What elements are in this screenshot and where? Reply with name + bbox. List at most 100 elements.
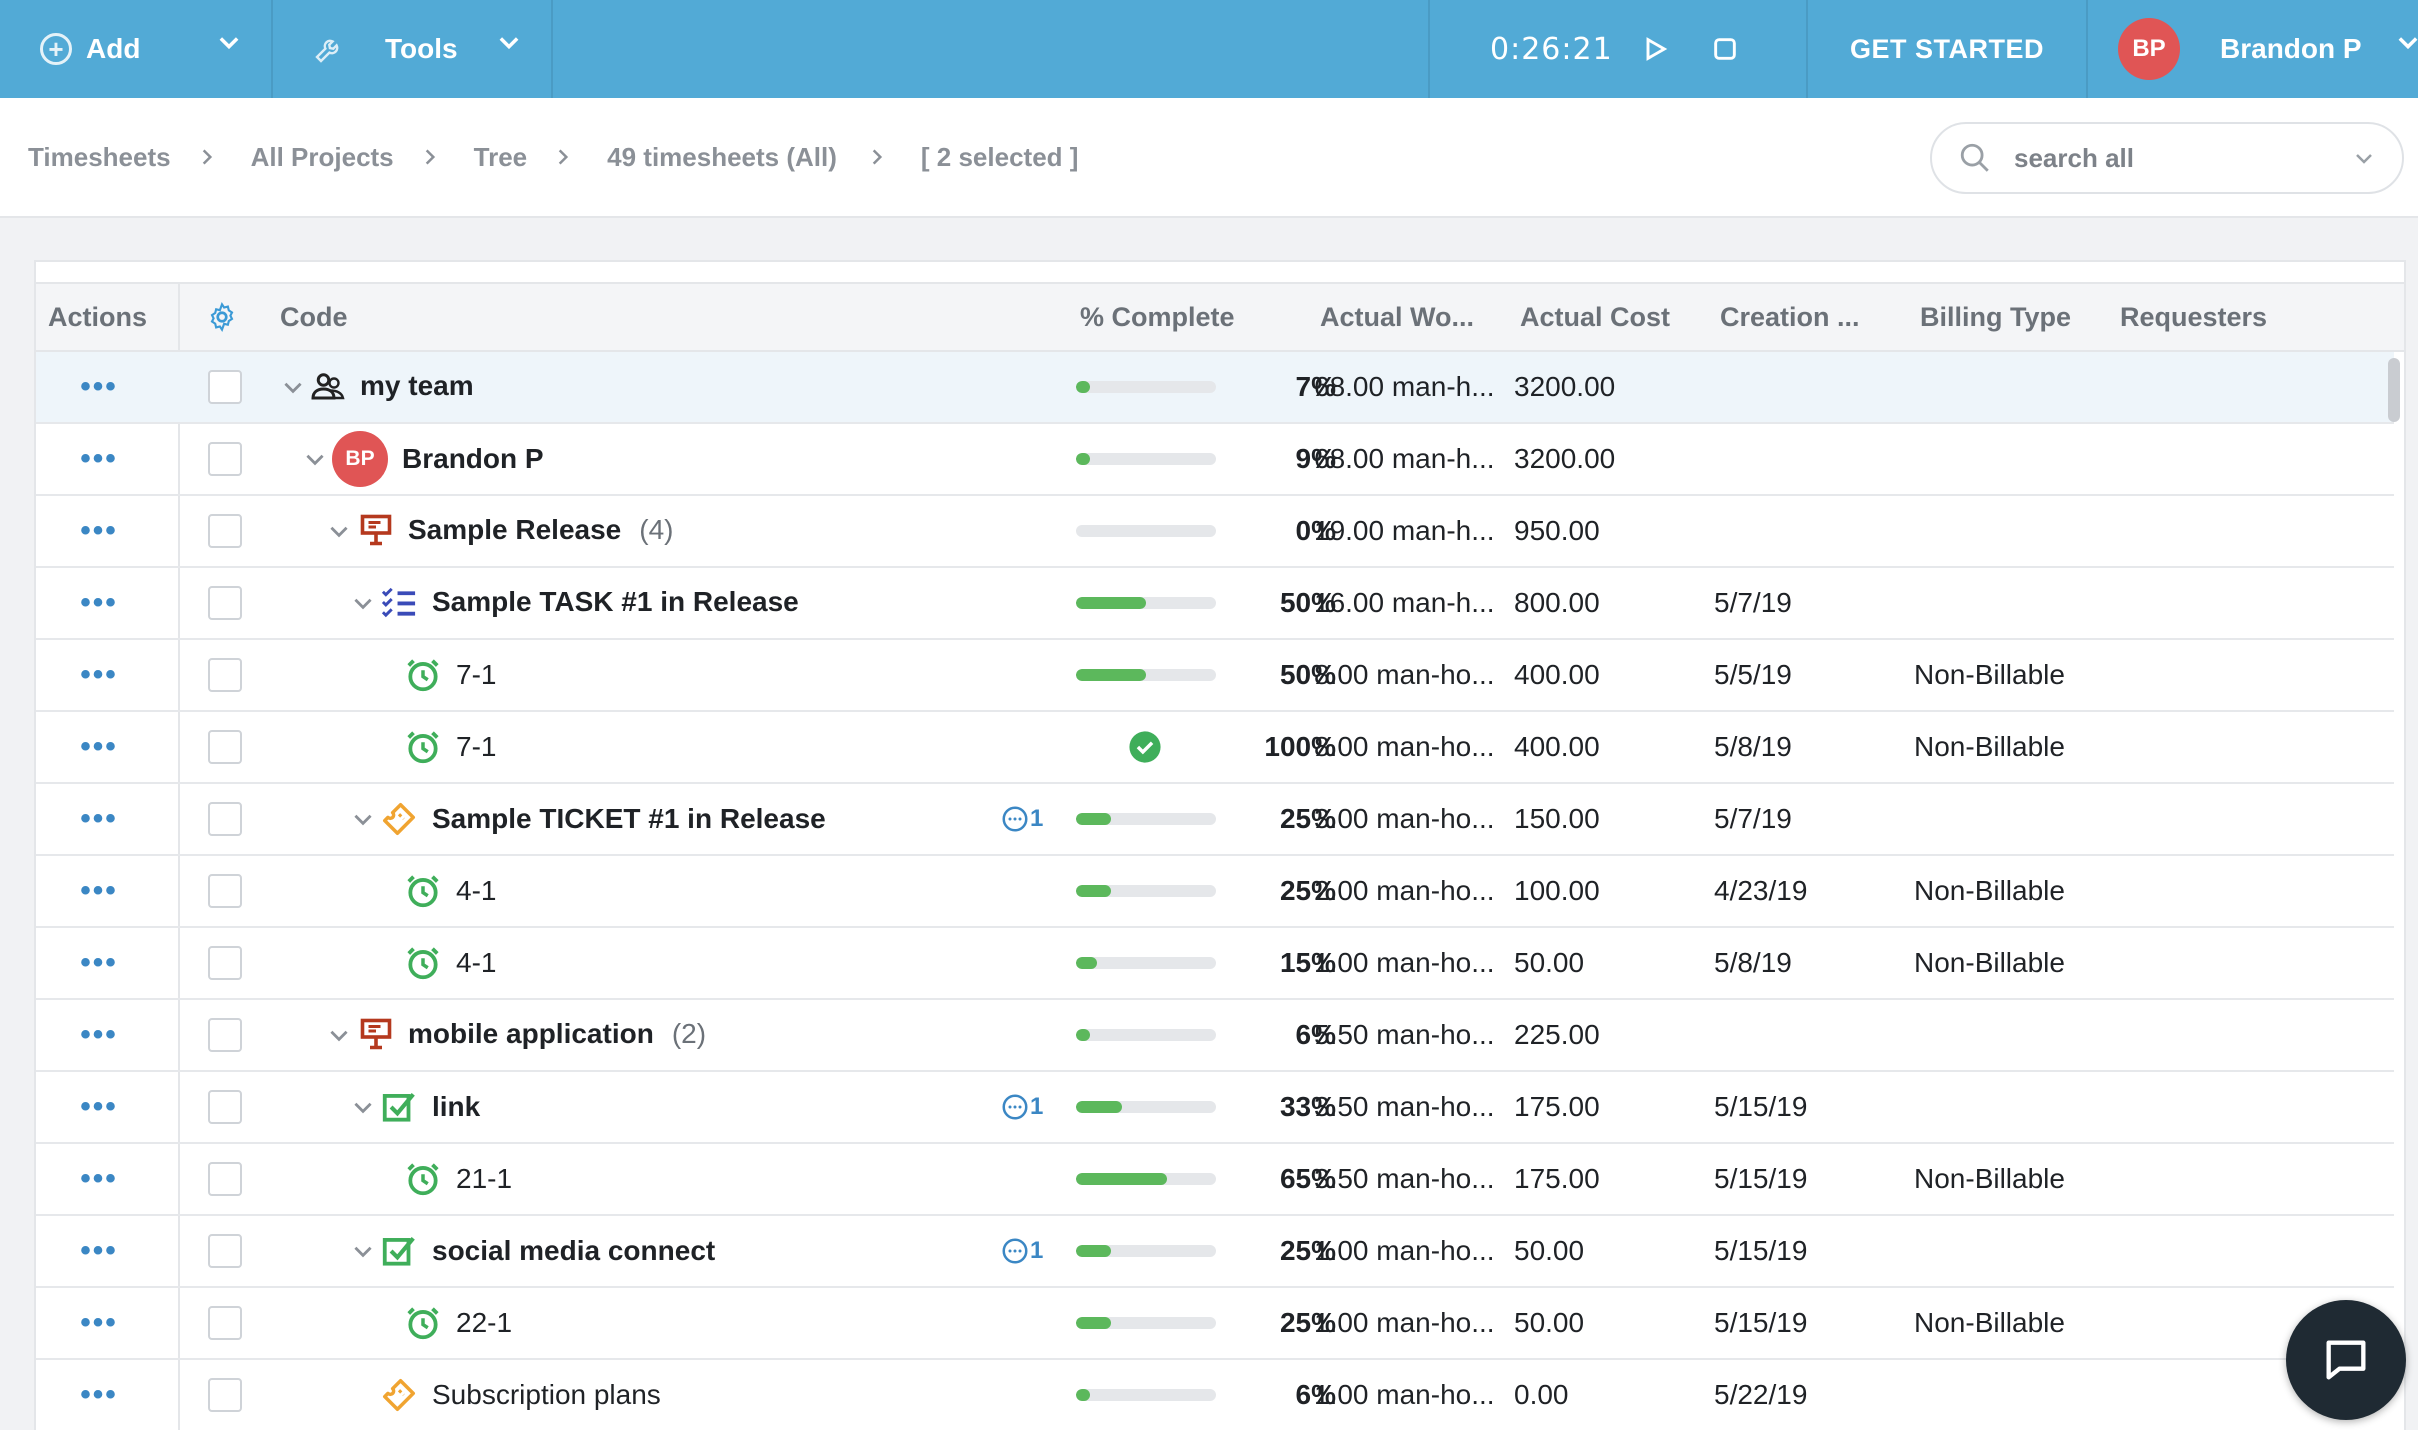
chevron-down-icon[interactable]	[350, 1238, 376, 1271]
row-name[interactable]: 4-1	[456, 875, 497, 906]
table-row[interactable]: ••• my team 7% 68.00 man-h... 3200.00	[36, 352, 2394, 424]
row-actions-button[interactable]: •••	[80, 1234, 118, 1267]
row-checkbox[interactable]	[208, 640, 242, 710]
progress-cell: 25%	[1076, 1288, 1336, 1358]
add-menu-button[interactable]: + Add	[0, 0, 273, 98]
stop-icon[interactable]	[1711, 35, 1739, 63]
row-actions-button[interactable]: •••	[80, 1378, 118, 1411]
table-row[interactable]: ••• 4-1 25% 2.00 man-ho... 100.00 4/23/19 Non-…	[36, 856, 2394, 928]
row-name[interactable]: 22-1	[456, 1307, 513, 1338]
get-started-button[interactable]: GET STARTED	[1808, 0, 2088, 98]
table-row[interactable]: ••• Sample TASK #1 in Release 50% 16.00 man…	[36, 568, 2394, 640]
row-actions-button[interactable]: •••	[80, 370, 118, 403]
row-checkbox[interactable]	[208, 928, 242, 998]
row-name[interactable]: Sample TASK #1 in Release	[432, 586, 799, 617]
row-actions-button[interactable]: •••	[80, 1306, 118, 1339]
row-name[interactable]: mobile application	[408, 1018, 654, 1049]
row-checkbox[interactable]	[208, 1360, 242, 1430]
row-checkbox[interactable]	[208, 856, 242, 926]
row-checkbox[interactable]	[208, 568, 242, 638]
chevron-down-icon[interactable]	[302, 446, 328, 479]
actual-work: 3.00 man-ho...	[1314, 803, 1495, 834]
table-row[interactable]: ••• 22-1 25% 1.00 man-ho... 50.00 5/15/19 Non-…	[36, 1288, 2394, 1360]
table-row[interactable]: ••• Sample TICKET #1 in Release 1 25% 3.00 m…	[36, 784, 2394, 856]
breadcrumb-timesheets-count[interactable]: 49 timesheets (All)	[607, 141, 837, 172]
row-checkbox[interactable]	[208, 1288, 242, 1358]
column-header-actual-cost[interactable]: Actual Cost	[1520, 301, 1671, 332]
row-name[interactable]: 4-1	[456, 947, 497, 978]
table-row[interactable]: ••• 4-1 15% 1.00 man-ho... 50.00 5/8/19 Non-Bi…	[36, 928, 2394, 1000]
row-name[interactable]: social media connect	[432, 1235, 716, 1266]
row-name[interactable]: my team	[360, 370, 474, 401]
chevron-down-icon[interactable]	[280, 374, 306, 407]
row-name[interactable]: Subscription plans	[432, 1379, 661, 1410]
chat-button[interactable]	[2286, 1300, 2406, 1420]
row-actions-button[interactable]: •••	[80, 1090, 118, 1123]
row-name[interactable]: 7-1	[456, 659, 497, 690]
row-checkbox[interactable]	[208, 1216, 242, 1286]
row-name[interactable]: Sample TICKET #1 in Release	[432, 803, 826, 834]
row-name[interactable]: Brandon P	[402, 443, 544, 474]
breadcrumb-all-projects[interactable]: All Projects	[250, 141, 394, 172]
chevron-down-icon[interactable]	[350, 806, 376, 839]
tools-menu-button[interactable]: Tools	[273, 0, 553, 98]
user-name: Brandon P	[2220, 33, 2362, 64]
alarm-clock-icon	[404, 1304, 442, 1342]
breadcrumb-timesheets[interactable]: Timesheets	[28, 141, 171, 172]
row-actions-button[interactable]: •••	[80, 586, 118, 619]
chevron-down-icon[interactable]	[326, 1022, 352, 1055]
row-actions-button[interactable]: •••	[80, 802, 118, 835]
row-checkbox[interactable]	[208, 1072, 242, 1142]
comments-button[interactable]: 1	[1000, 1072, 1043, 1142]
column-header-creation[interactable]: Creation ...	[1720, 301, 1860, 332]
breadcrumb-tree[interactable]: Tree	[473, 141, 528, 172]
row-actions-button[interactable]: •••	[80, 874, 118, 907]
play-icon[interactable]	[1641, 35, 1669, 63]
chevron-down-icon[interactable]	[2352, 146, 2376, 170]
row-actions-button[interactable]: •••	[80, 442, 118, 475]
chevron-down-icon[interactable]	[326, 518, 352, 551]
table-row[interactable]: ••• 7-1 100% 8.00 man-ho... 400.00 5/8/19 Non-…	[36, 712, 2394, 784]
user-menu[interactable]: BP Brandon P	[2088, 0, 2418, 98]
column-header-code[interactable]: Code	[280, 301, 348, 332]
row-name[interactable]: Sample Release	[408, 514, 622, 545]
comments-button[interactable]: 1	[1000, 1216, 1043, 1286]
table-row[interactable]: ••• mobile application (2) 6% 5.50 man-ho...…	[36, 1000, 2394, 1072]
column-header-billing-type[interactable]: Billing Type	[1920, 301, 2072, 332]
search-input[interactable]: search all	[1930, 122, 2404, 194]
breadcrumb-selected[interactable]: [ 2 selected ]	[920, 141, 1079, 172]
row-name[interactable]: 7-1	[456, 731, 497, 762]
row-checkbox[interactable]	[208, 496, 242, 566]
chevron-down-icon[interactable]	[350, 1094, 376, 1127]
column-header-actual-work[interactable]: Actual Wo...	[1320, 301, 1475, 332]
table-row[interactable]: ••• BP Brandon P 9% 68.00 man-h... 3200.00	[36, 424, 2394, 496]
row-checkbox[interactable]	[208, 1000, 242, 1070]
table-row[interactable]: ••• social media connect 1 25% 1.00 man-ho..…	[36, 1216, 2394, 1288]
chevron-down-icon[interactable]	[350, 590, 376, 623]
table-row[interactable]: ••• 21-1 65% 3.50 man-ho... 175.00 5/15/19 Non…	[36, 1144, 2394, 1216]
row-name[interactable]: 21-1	[456, 1163, 513, 1194]
vertical-scrollbar[interactable]	[2388, 358, 2400, 422]
row-actions-button[interactable]: •••	[80, 946, 118, 979]
table-row[interactable]: ••• link 1 33% 3.50 man-ho... 175.00 5/15/19	[36, 1072, 2394, 1144]
progress-bar	[1076, 669, 1216, 681]
table-row[interactable]: ••• Subscription plans 6% 1.00 man-ho... 0.0…	[36, 1360, 2394, 1430]
comments-button[interactable]: 1	[1000, 784, 1043, 854]
row-actions-button[interactable]: •••	[80, 658, 118, 691]
row-actions-button[interactable]: •••	[80, 1162, 118, 1195]
row-actions-button[interactable]: •••	[80, 1018, 118, 1051]
column-settings-button[interactable]	[206, 284, 238, 350]
creation-date: 5/7/19	[1714, 587, 1792, 618]
table-row[interactable]: ••• 7-1 50% 8.00 man-ho... 400.00 5/5/19 Non-B…	[36, 640, 2394, 712]
row-checkbox[interactable]	[208, 424, 242, 494]
table-row[interactable]: ••• Sample Release (4) 0% 19.00 man-h... 950.…	[36, 496, 2394, 568]
row-actions-button[interactable]: •••	[80, 514, 118, 547]
row-checkbox[interactable]	[208, 712, 242, 782]
row-checkbox[interactable]	[208, 352, 242, 422]
row-name[interactable]: link	[432, 1091, 481, 1122]
row-checkbox[interactable]	[208, 1144, 242, 1214]
column-header-requesters[interactable]: Requesters	[2120, 301, 2268, 332]
row-actions-button[interactable]: •••	[80, 730, 118, 763]
column-header-complete[interactable]: % Complete	[1080, 301, 1235, 332]
row-checkbox[interactable]	[208, 784, 242, 854]
